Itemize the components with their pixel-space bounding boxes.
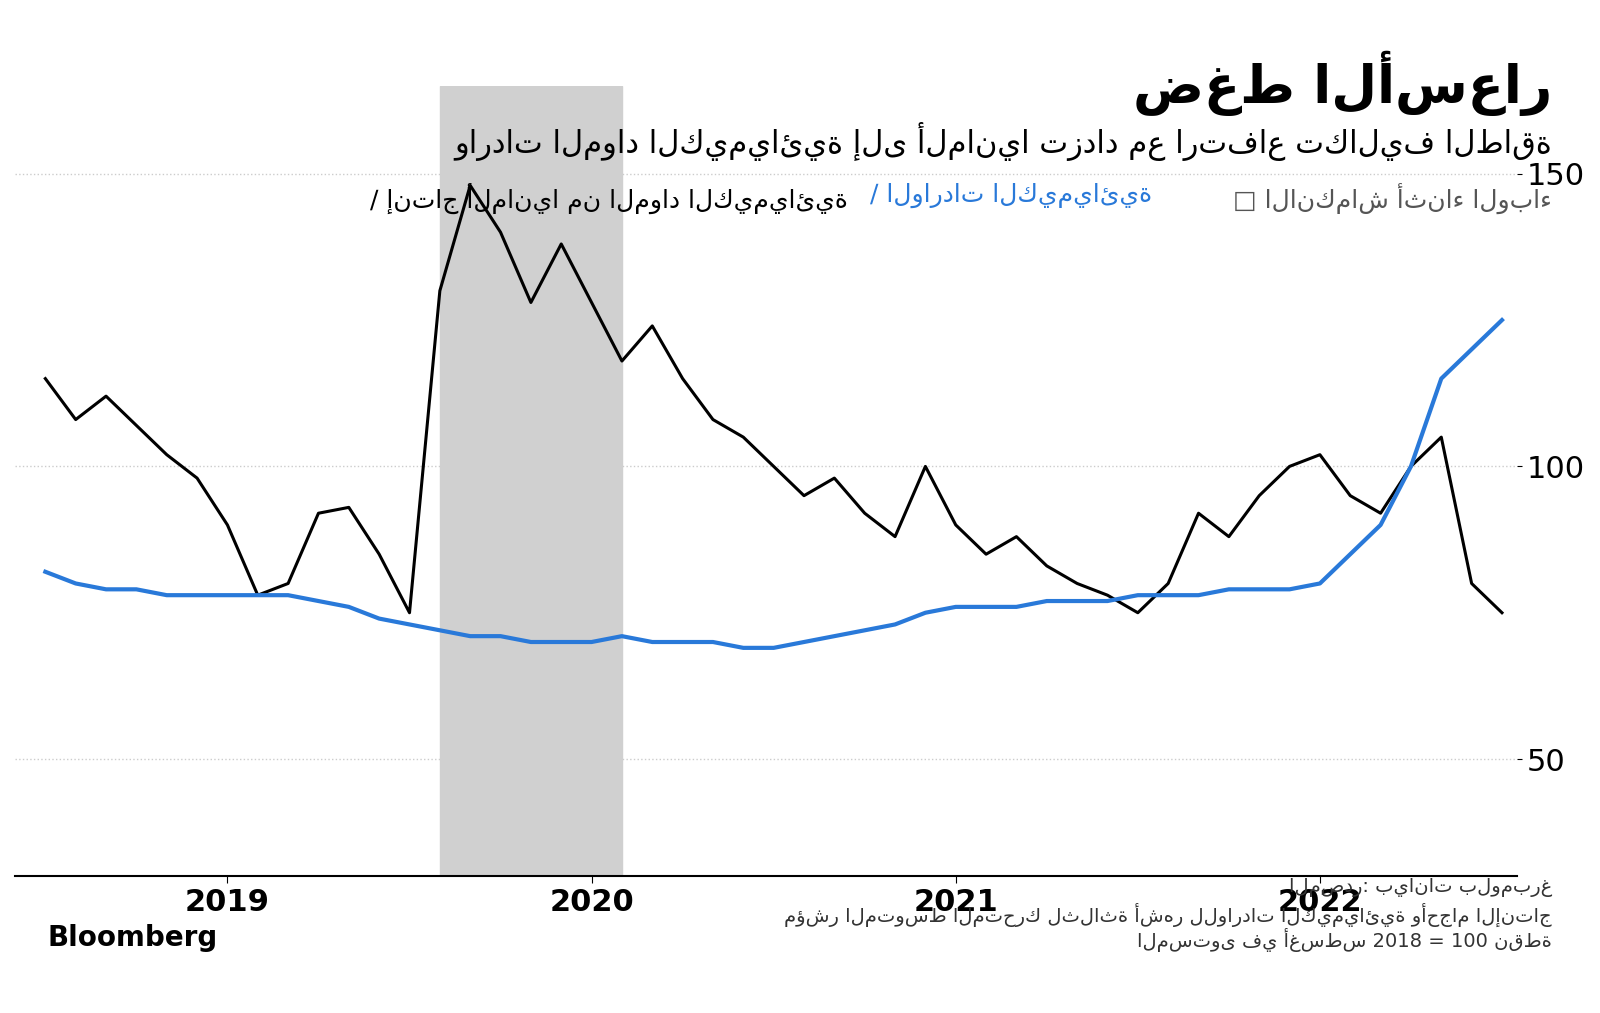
Text: واردات المواد الكيميائية إلى ألمانيا تزداد مع ارتفاع تكاليف الطاقة: واردات المواد الكيميائية إلى ألمانيا تزد… [454, 122, 1552, 160]
Text: المستوى في أغسطس 2018 = 100 نقطة: المستوى في أغسطس 2018 = 100 نقطة [1138, 928, 1552, 952]
Text: ∕ إنتاج ألمانيا من المواد الكيميائية: ∕ إنتاج ألمانيا من المواد الكيميائية [370, 182, 848, 214]
Text: ∕ الواردات الكيميائية: ∕ الواردات الكيميائية [870, 182, 1152, 208]
Text: □ الانكماش أثناء الوباء: □ الانكماش أثناء الوباء [1234, 182, 1552, 214]
Text: Bloomberg: Bloomberg [48, 924, 218, 952]
Text: ضغط الأسعار: ضغط الأسعار [1133, 51, 1552, 115]
Bar [440, 86, 622, 876]
Text: مؤشر المتوسط المتحرك لثلاثة أشهر للواردات الكيميائية وأحجام الإنتاج: مؤشر المتوسط المتحرك لثلاثة أشهر للواردا… [784, 903, 1552, 927]
Text: المصدر: بيانات بلومبرغ: المصدر: بيانات بلومبرغ [1288, 877, 1552, 897]
